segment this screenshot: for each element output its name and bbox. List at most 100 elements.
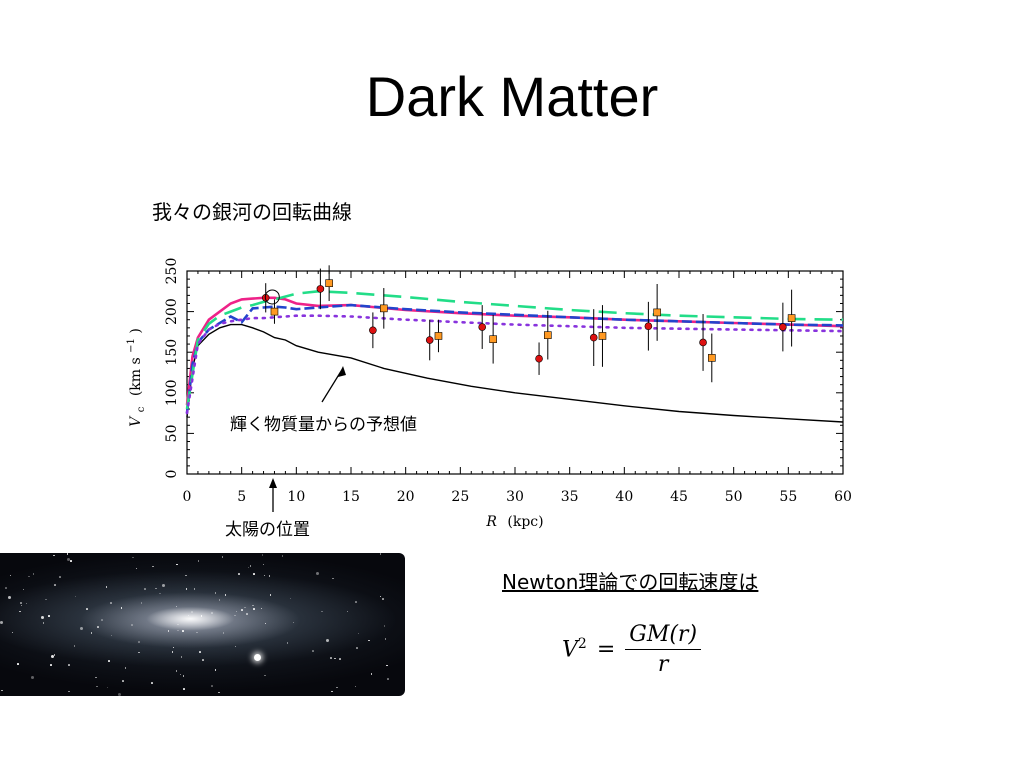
sun-position-marker — [264, 289, 280, 305]
x-tick-label: 60 — [834, 489, 852, 505]
star-dot — [42, 622, 45, 624]
star-dot — [386, 664, 388, 667]
star-dot — [17, 663, 19, 665]
star-dot — [144, 588, 146, 590]
formula-denominator: r — [657, 652, 669, 677]
star-dot — [66, 553, 69, 555]
star-dot — [122, 680, 124, 682]
star-dot — [159, 592, 161, 595]
data-point-circle — [425, 336, 434, 344]
star-dot — [289, 597, 292, 600]
star-dot — [325, 638, 329, 642]
star-dot — [68, 690, 70, 693]
luminous-arrow-line — [321, 367, 344, 403]
star-dot — [41, 616, 45, 620]
star-dot — [177, 623, 179, 626]
x-tick-label: 50 — [725, 489, 743, 505]
x-tick-label: 5 — [237, 489, 246, 505]
star-dot — [246, 613, 248, 615]
star-dot — [95, 676, 97, 679]
star-dot — [196, 631, 198, 633]
x-tick-label: 15 — [342, 489, 360, 505]
star-dot — [45, 598, 47, 601]
star-dot — [25, 602, 28, 605]
axis-ticks — [186, 270, 844, 475]
star-dot — [180, 656, 183, 658]
star-dot — [355, 601, 357, 603]
star-dot — [70, 560, 72, 562]
star-dot — [179, 673, 182, 676]
y-tick-label: 100 — [164, 379, 180, 406]
x-tick-label: 20 — [397, 489, 415, 505]
star-dot — [32, 573, 35, 575]
star-dot — [175, 605, 178, 608]
series-layer — [185, 289, 845, 423]
slide-title: Dark Matter — [365, 65, 659, 128]
star-dot — [30, 676, 34, 680]
star-dot — [53, 654, 56, 656]
star-dot — [187, 614, 190, 617]
star-dot — [197, 560, 200, 562]
star-dot — [53, 554, 55, 557]
y-axis-exponent: −1 — [126, 338, 137, 353]
data-point-square — [434, 332, 443, 340]
data-point-circle — [644, 322, 653, 331]
star-dot — [74, 595, 77, 598]
x-tick-label: 40 — [615, 489, 633, 505]
star-dot — [9, 574, 12, 577]
star-dot — [185, 574, 187, 577]
star-dot — [312, 650, 314, 652]
star-dot — [7, 596, 11, 600]
star-dot — [264, 674, 266, 677]
star-dot — [263, 574, 266, 577]
star-dot — [249, 565, 252, 567]
star-dot — [67, 558, 71, 562]
star-dot — [182, 675, 184, 677]
star-dot — [346, 610, 349, 613]
star-dot — [182, 630, 184, 632]
star-dot — [261, 554, 264, 556]
star-dot — [120, 607, 123, 609]
star-dot — [379, 595, 382, 597]
star-dot — [132, 556, 134, 559]
data-point-circle — [589, 333, 598, 342]
star-dot — [110, 634, 113, 637]
newton-velocity-formula: V2 = GM(r) r — [562, 622, 702, 677]
axis-tick-labels: 0 5 10 15 20 25 30 35 40 45 50 55 60 0 50 100 150 200 250 — [164, 258, 852, 505]
data-point-square — [489, 335, 497, 344]
star-dot — [171, 651, 174, 653]
star-dot — [269, 594, 272, 596]
star-dot — [368, 639, 370, 642]
star-dot — [238, 573, 240, 575]
star-dot — [214, 669, 217, 671]
star-dot — [97, 626, 99, 628]
star-dot — [200, 615, 203, 617]
star-dot — [28, 575, 30, 578]
star-dot — [101, 619, 103, 621]
star-dot — [110, 602, 112, 604]
star-dot — [281, 555, 284, 557]
series-line-2 — [185, 303, 844, 414]
y-tick-label: 250 — [164, 258, 180, 285]
star-dot — [172, 646, 175, 649]
star-dot — [176, 563, 178, 566]
star-dot — [334, 657, 336, 660]
star-dot — [183, 688, 185, 690]
star-dot — [211, 612, 213, 614]
star-dot — [235, 610, 238, 612]
star-dot — [316, 572, 320, 576]
star-dot — [222, 632, 225, 634]
y-axis-symbol: V — [128, 415, 144, 427]
star-dot — [252, 604, 254, 607]
star-dot — [138, 641, 140, 643]
data-point-square — [707, 354, 716, 362]
star-dot — [86, 608, 88, 610]
data-point-circle — [369, 326, 377, 335]
y-tick-label: 50 — [164, 424, 180, 442]
star-dot — [379, 553, 382, 555]
star-dot — [68, 664, 70, 666]
star-dot — [90, 632, 93, 634]
star-dot — [167, 630, 170, 632]
star-dot — [155, 587, 157, 590]
